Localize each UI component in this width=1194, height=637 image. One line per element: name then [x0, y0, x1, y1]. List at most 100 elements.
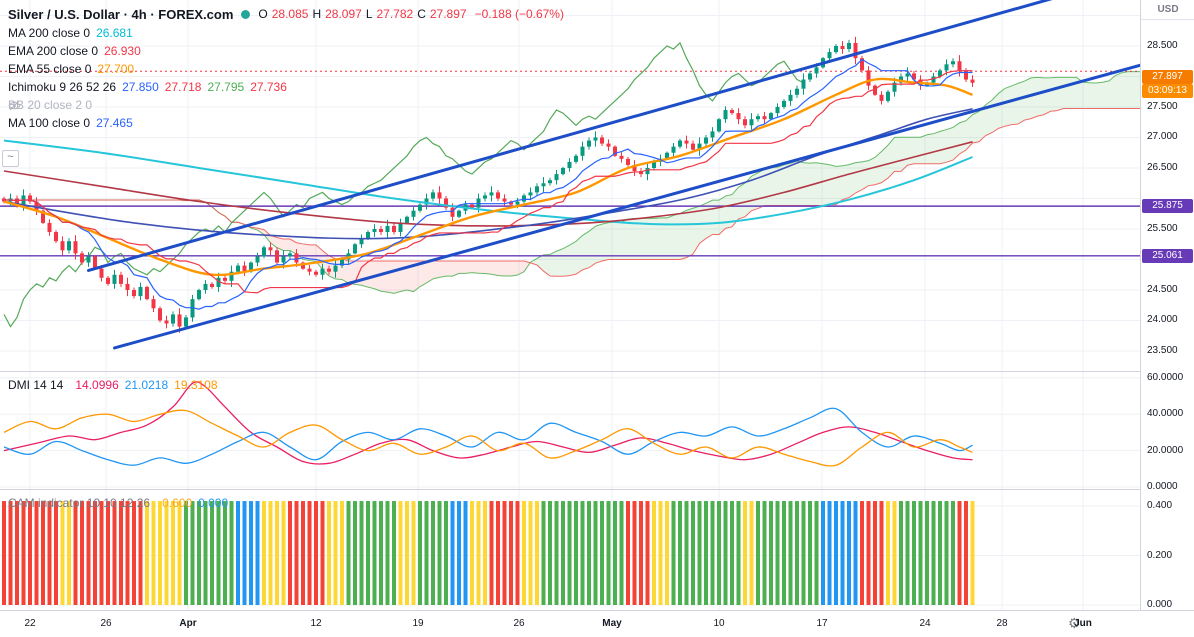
pane-legend-row[interactable]: CAM indicator 10 10 12 26 0.600 0.000 [8, 494, 228, 512]
price-tick: 24.500 [1147, 283, 1178, 295]
pane-separator[interactable] [0, 371, 1194, 372]
badge-price: 25.061 [1142, 248, 1193, 263]
trend-channel-line[interactable] [113, 63, 1141, 350]
symbol-title[interactable]: Silver / U.S. Dollar · 4h · FOREX.com [8, 6, 234, 22]
time-axis[interactable]: ⚙ 22 26 Apr 12 19 26 May 10 17 24 28 Jun [0, 610, 1194, 637]
time-label: 10 [713, 618, 725, 629]
main-chart-canvas[interactable] [0, 0, 1140, 372]
ohlc-values: O 28.085 H 28.097 L 27.782 C 27.897 −0.188 (−0.6… [258, 7, 564, 21]
indicator-title: EMA 200 close 0 [8, 44, 99, 58]
ichimoku-lagging-line [3, 41, 804, 328]
ohlc-value: 27.897 [429, 7, 467, 21]
ohlc-value: 27.782 [376, 7, 414, 21]
pane-collapse-button[interactable]: ~ [2, 150, 19, 167]
time-label: Jun [1074, 618, 1092, 629]
dmi--di-line[interactable] [3, 409, 973, 467]
pane-settings-gear-icon[interactable]: ⚙ [1068, 615, 1081, 631]
ohlc-label: H [312, 7, 322, 21]
dmi-tick: 20.0000 [1147, 444, 1184, 456]
ohlc-value: 28.097 [325, 7, 362, 21]
last-price-badge: 27.897 03:09:13 [1142, 69, 1193, 98]
level-price-badge: 25.875 [1142, 199, 1193, 214]
indicator-value: 14.0996 [75, 378, 119, 392]
indicator-value: 27.736 [250, 80, 287, 94]
indicator-value: 26.681 [96, 26, 133, 40]
indicator-legend-row[interactable]: MA 200 close 0 26.681 [8, 24, 564, 42]
ma-200-line[interactable] [3, 139, 973, 226]
ichimoku-conversion-line [4, 58, 973, 310]
pane-separator[interactable] [0, 489, 1194, 490]
indicator-legend-row[interactable]: Ichimoku 9 26 52 26 27.850 27.718 27.795 27.… [8, 78, 564, 96]
dmi-legend[interactable]: DMI 14 14 14.0996 21.0218 19.3108 [8, 376, 218, 394]
time-label: 24 [919, 618, 931, 629]
trend-channel-line[interactable] [87, 0, 1058, 272]
cam-legend[interactable]: CAM indicator 10 10 12 26 0.600 0.000 [8, 494, 228, 512]
level-price-badge: 25.061 [1142, 248, 1193, 263]
time-label: 26 [100, 618, 112, 629]
currency-label[interactable]: USD [1141, 4, 1194, 20]
indicator-title: DMI 14 14 [8, 378, 64, 392]
indicator-value: 0.000 [198, 496, 229, 510]
indicator-legend-row[interactable]: MA 100 close 0 27.465 [8, 114, 564, 132]
indicator-title: Ichimoku 9 26 52 26 [8, 80, 117, 94]
time-label: May [602, 618, 622, 629]
dmi-tick: 0.0000 [1147, 481, 1178, 492]
ema-55-line[interactable] [3, 77, 973, 277]
time-label: 17 [816, 618, 828, 629]
indicator-legend-row[interactable]: BB 20 close 2 0 [8, 96, 564, 114]
ichimoku-cloud [179, 71, 1140, 294]
dmi--di-line[interactable] [3, 407, 973, 466]
time-label: Apr [179, 618, 197, 629]
cam-tick: 0.400 [1147, 500, 1173, 511]
indicator-value: 26.930 [104, 44, 141, 58]
price-tick: 28.500 [1147, 39, 1178, 51]
time-label: 26 [513, 618, 525, 629]
cam-pane-canvas[interactable] [0, 490, 1140, 610]
price-tick: 25.500 [1147, 222, 1178, 234]
ohlc-label: L [365, 7, 373, 21]
dmi-gridlines [0, 372, 1140, 490]
dmi-tick: 60.0000 [1147, 371, 1184, 383]
indicator-title: EMA 55 close 0 [8, 62, 92, 76]
time-label: 22 [24, 618, 36, 629]
badge-price: 25.875 [1142, 199, 1193, 214]
indicator-value: 0.600 [162, 496, 193, 510]
price-tick: 27.000 [1147, 131, 1178, 143]
price-tick: 23.500 [1147, 344, 1178, 356]
indicator-value: 27.718 [164, 80, 202, 94]
time-label: 28 [996, 618, 1008, 629]
dmi-tick: 40.0000 [1147, 408, 1184, 420]
indicator-title: CAM indicator 10 10 12 26 [8, 496, 151, 510]
indicator-value: 27.700 [97, 62, 135, 76]
time-label: 12 [310, 618, 322, 629]
main-gridlines [0, 0, 1140, 372]
time-label: 19 [412, 618, 424, 629]
indicator-legend-row[interactable]: EMA 200 close 0 26.930 [8, 42, 564, 60]
pane-legend-row[interactable]: DMI 14 14 14.0996 21.0218 19.3108 [8, 376, 218, 394]
indicator-legend-list: MA 200 close 0 26.681 EMA 200 close 0 26.93… [8, 24, 564, 132]
change-value: −0.188 (−0.67%) [474, 7, 564, 21]
market-status-dot [241, 9, 251, 19]
cam-tick: 0.000 [1147, 599, 1173, 610]
indicator-title: MA 100 close 0 [8, 116, 91, 130]
ma-100-line[interactable] [3, 108, 973, 240]
price-tick: 26.500 [1147, 161, 1178, 173]
badge-price: 27.897 [1142, 69, 1193, 84]
cam-tick: 0.200 [1147, 549, 1173, 561]
indicator-title: MA 200 close 0 [8, 26, 91, 40]
price-tick: 24.000 [1147, 314, 1178, 326]
indicator-value: 27.850 [122, 80, 159, 94]
indicator-legend-row[interactable]: EMA 55 close 0 27.700 [8, 60, 564, 78]
badge-countdown: 03:09:13 [1142, 83, 1193, 98]
cam-bars [2, 501, 975, 605]
indicator-value: 21.0218 [124, 378, 169, 392]
ohlc-label: O [258, 7, 268, 21]
ichimoku-base-line [4, 70, 973, 294]
indicator-value: 27.795 [207, 80, 245, 94]
dmi-pane-canvas[interactable] [0, 372, 1140, 490]
price-axis[interactable]: USD 28.500 27.500 27.000 26.500 25.500 24.500… [1140, 0, 1194, 610]
dmi-adx-line[interactable] [3, 381, 973, 465]
